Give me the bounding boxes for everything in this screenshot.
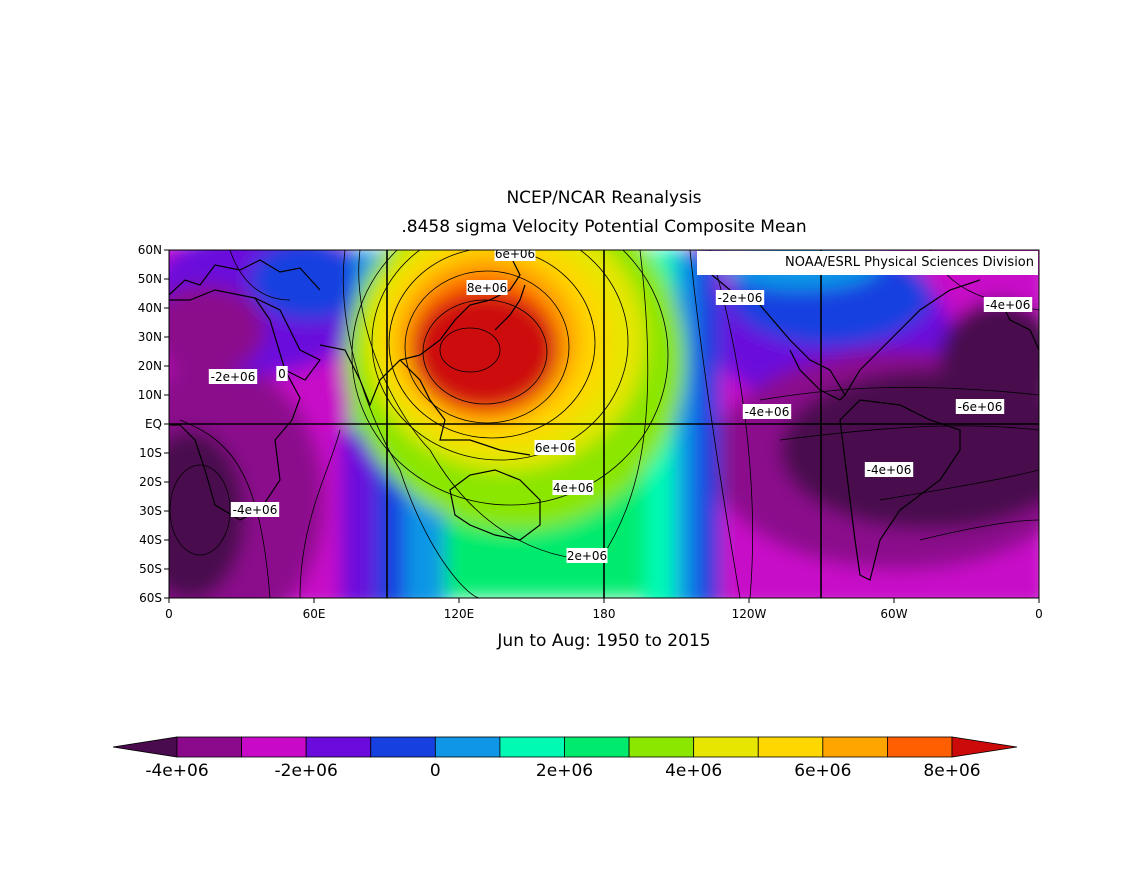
coast-japan [494, 284, 526, 331]
contour-label-bg [955, 399, 1005, 414]
credit-text: NOAA/ESRL Physical Sciences Division [785, 255, 1034, 270]
map-panel: NOAA/ESRL Physical Sciences Division 6e+… [169, 247, 1039, 598]
colorbar-swatch [693, 736, 759, 758]
colorbar-swatch [499, 736, 565, 758]
shade-high-red [413, 292, 557, 408]
coast-arabia [254, 297, 321, 381]
lat-tick-label: 10N [138, 388, 162, 402]
contour-label-bg [983, 297, 1033, 312]
colorbar-swatch [434, 736, 501, 758]
lat-tick-label: 20N [138, 359, 162, 373]
contour-label-bg [208, 369, 258, 384]
lat-tick-label: EQ [145, 417, 162, 431]
contour-label: -4e+06 [745, 405, 790, 419]
contour-label-bg [715, 290, 765, 305]
colorbar: -4e+06 -2e+06 0 2e+06 4e+06 6e+06 8e+06 [112, 736, 1018, 781]
contour-label-bg [552, 480, 594, 495]
contour-label-bg [494, 250, 536, 261]
lat-tick-label: 60N [138, 243, 162, 257]
contour-label-bg [466, 280, 508, 295]
contour-label: -4e+06 [233, 503, 278, 517]
shade-west-blue [250, 250, 370, 320]
colorbar-arrow-low [112, 736, 178, 758]
coast-china [419, 254, 521, 356]
figure-subtitle: Jun to Aug: 1950 to 2015 [496, 631, 710, 651]
contour-label-bg [566, 548, 608, 563]
lat-tick-label: 30S [139, 504, 162, 518]
figure-title-line1: NCEP/NCAR Reanalysis [506, 188, 701, 208]
contour-label: -2e+06 [718, 291, 763, 305]
colorbar-tick-label: -4e+06 [145, 761, 208, 781]
contour-label: 0 [278, 367, 286, 381]
coast-europe [169, 259, 321, 296]
contour-label: -4e+06 [867, 463, 912, 477]
latitude-axis: 60N 50N 40N 30N 20N 10N EQ 10S 20S 30S 40S 50S 60S [138, 243, 169, 605]
lat-tick-label: 50N [138, 272, 162, 286]
coastlines [169, 254, 1039, 581]
colorbar-swatch [176, 736, 242, 758]
coast-africa [169, 289, 301, 521]
lon-tick-label: 60E [303, 607, 326, 621]
coast-south-america [839, 399, 961, 581]
colorbar-tick-label: 6e+06 [794, 761, 851, 781]
colorbar-arrow-high [951, 736, 1018, 758]
lon-tick-label: 120W [732, 607, 767, 621]
colorbar-tick-label: 2e+06 [536, 761, 593, 781]
figure-title-line2: .8458 sigma Velocity Potential Composite… [401, 217, 806, 237]
contour-label: 2e+06 [567, 549, 607, 563]
lon-tick-label: 120E [444, 607, 475, 621]
coast-north-america-east [844, 279, 981, 396]
lat-tick-label: 50S [139, 562, 162, 576]
contour-label-bg [534, 440, 576, 455]
contour-label: -6e+06 [958, 400, 1003, 414]
contour-label-bg [230, 502, 280, 517]
credit-box [697, 251, 1038, 275]
lon-tick-label: 0 [165, 607, 173, 621]
shade-west-deep [169, 430, 245, 598]
colorbar-swatch [887, 736, 953, 758]
colorbar-tick-label: 0 [430, 761, 441, 781]
lon-tick-label: 60W [880, 607, 907, 621]
lat-tick-label: 20S [139, 475, 162, 489]
contour-label-bg [276, 366, 288, 381]
lat-tick-label: 40S [139, 533, 162, 547]
colorbar-swatch [822, 736, 888, 758]
lat-tick-label: 30N [138, 330, 162, 344]
shade-nw-purple [169, 285, 265, 375]
longitude-axis: 0 60E 120E 180 120W 60W 0 [165, 598, 1043, 621]
colorbar-swatch [757, 736, 824, 758]
lon-tick-label: 180 [593, 607, 616, 621]
lat-tick-label: 40N [138, 301, 162, 315]
contour-label-bg [864, 462, 914, 477]
lat-tick-label: 60S [139, 591, 162, 605]
map-gridlines [169, 250, 1039, 598]
contour-label: 8e+06 [467, 281, 507, 295]
coast-australia [449, 469, 541, 541]
contour-label: -2e+06 [211, 370, 256, 384]
contour-label: 4e+06 [553, 481, 593, 495]
lat-tick-label: 10S [139, 446, 162, 460]
coast-se-asia [399, 359, 531, 456]
shade-ne-deep [940, 300, 1039, 420]
colorbar-swatch [628, 736, 695, 758]
colorbar-swatch [241, 736, 307, 758]
colorbar-swatch [564, 736, 630, 758]
lon-tick-label: 0 [1035, 607, 1043, 621]
contour-label-bg [742, 404, 792, 419]
contour-labels: 6e+06 8e+06 -2e+06 0 -2e+06 -4e+06 -4e+06 -6e+0… [208, 247, 1033, 563]
contour-label: 6e+06 [535, 441, 575, 455]
colorbar-swatch [305, 736, 372, 758]
colorbar-tick-label: 8e+06 [923, 761, 980, 781]
contour-label: -4e+06 [986, 298, 1031, 312]
colorbar-tick-label: 4e+06 [665, 761, 722, 781]
colorbar-swatch [370, 736, 436, 758]
contour-label: 6e+06 [495, 247, 535, 261]
colorbar-tick-label: -2e+06 [275, 761, 338, 781]
